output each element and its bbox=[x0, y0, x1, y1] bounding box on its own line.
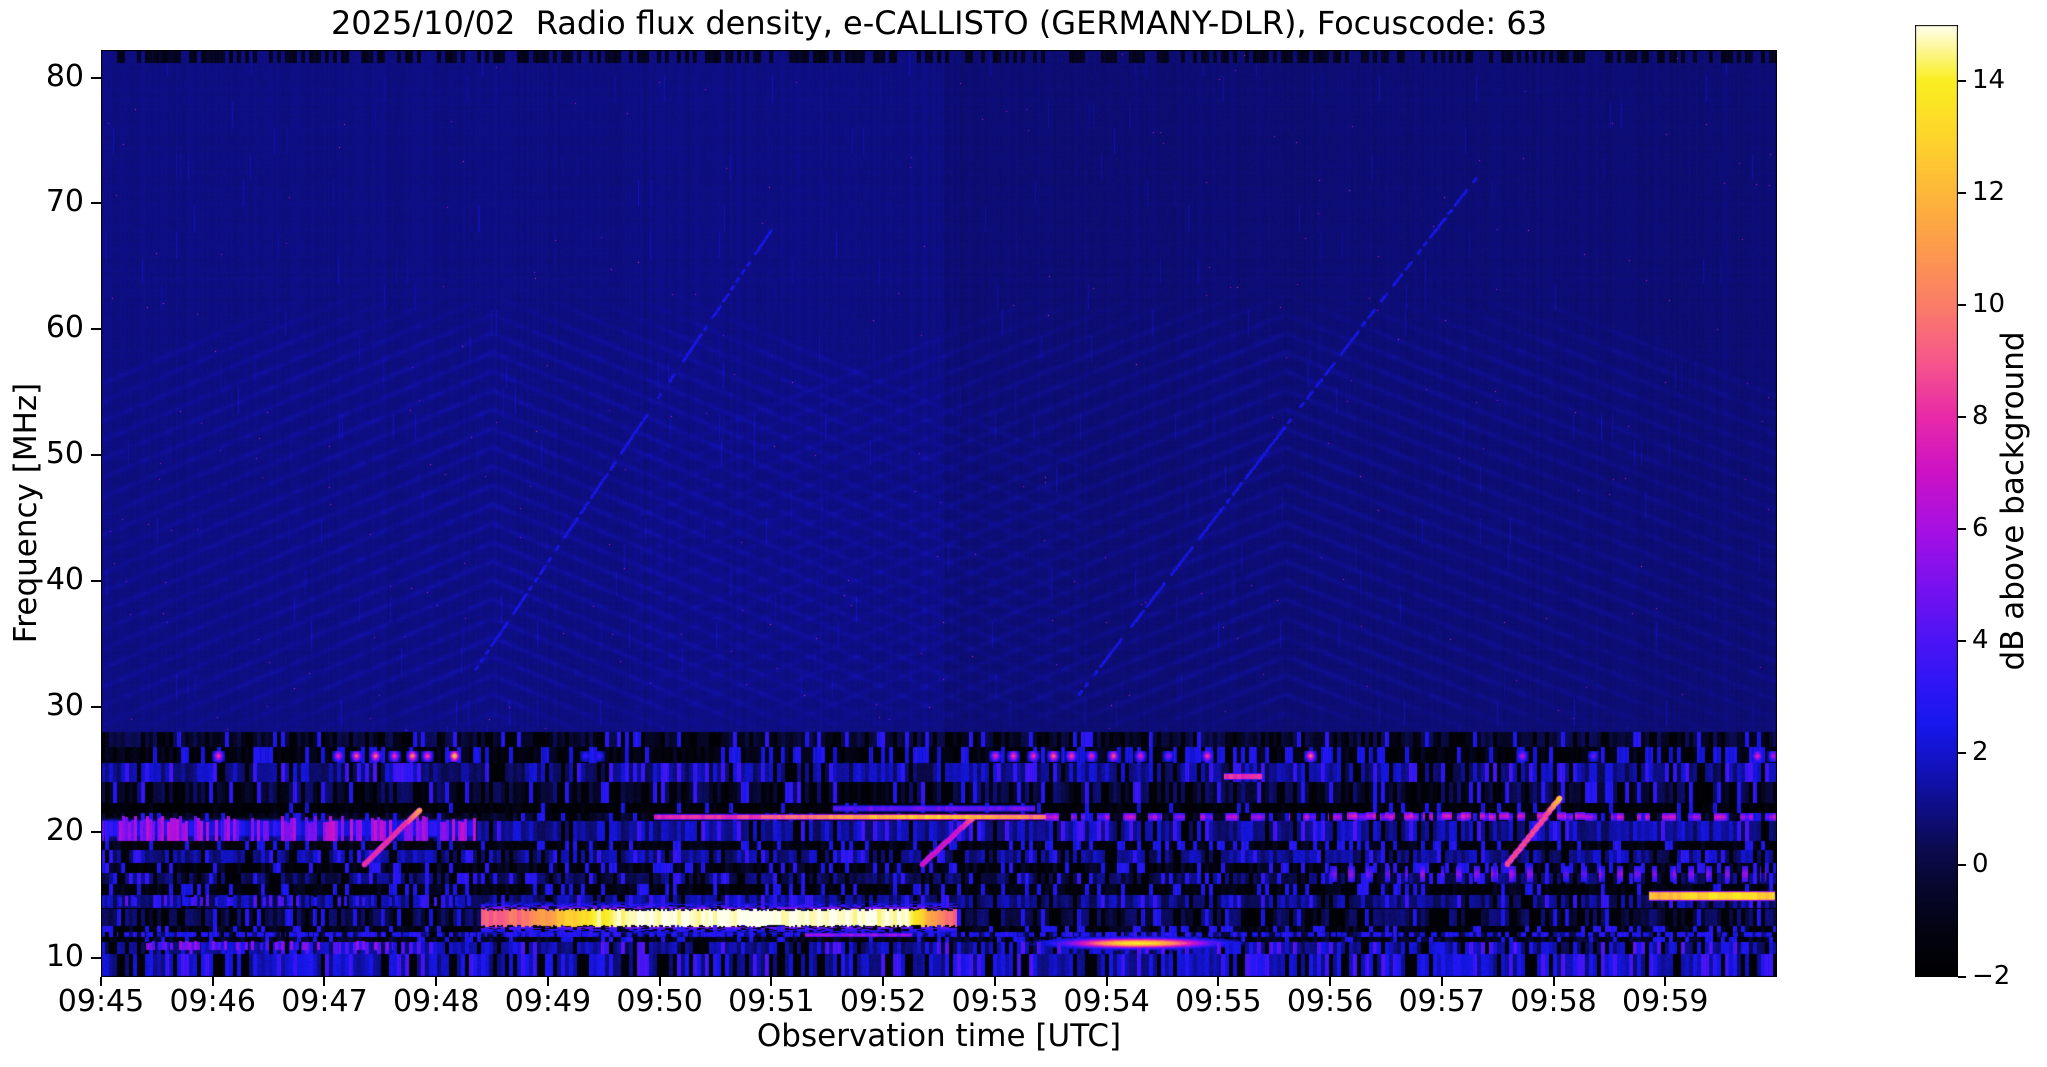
x-tick-label: 09:52 bbox=[839, 984, 927, 1019]
colorbar-tick-mark bbox=[1958, 80, 1966, 82]
colorbar-tick-label: 8 bbox=[1972, 401, 1989, 431]
spectrogram-plot bbox=[101, 50, 1777, 977]
y-tick-mark bbox=[91, 957, 101, 960]
colorbar-tick-label: 14 bbox=[1972, 65, 2006, 95]
y-tick-label: 10 bbox=[45, 939, 84, 975]
x-tick-label: 09:56 bbox=[1286, 984, 1374, 1019]
colorbar-tick-mark bbox=[1958, 528, 1966, 530]
colorbar-tick-label: 6 bbox=[1972, 513, 1989, 543]
colorbar-tick-mark bbox=[1958, 304, 1966, 306]
colorbar-canvas bbox=[1915, 25, 1958, 977]
x-tick-label: 09:57 bbox=[1398, 984, 1486, 1019]
x-tick-mark bbox=[658, 977, 661, 986]
y-tick-label: 50 bbox=[45, 436, 84, 471]
x-tick-label: 09:59 bbox=[1622, 984, 1709, 1019]
colorbar-tick-mark bbox=[1958, 192, 1966, 194]
colorbar-tick-mark bbox=[1958, 864, 1966, 866]
x-tick-mark bbox=[435, 977, 438, 986]
x-tick-label: 09:54 bbox=[1063, 984, 1150, 1019]
y-tick-mark bbox=[91, 202, 101, 205]
x-tick-label: 09:46 bbox=[169, 984, 256, 1019]
x-tick-label: 09:51 bbox=[728, 984, 815, 1019]
y-tick-label: 60 bbox=[45, 310, 84, 346]
x-tick-mark bbox=[546, 977, 549, 986]
spectrogram-canvas bbox=[101, 50, 1777, 977]
x-tick-mark bbox=[323, 977, 326, 986]
colorbar-tick-mark bbox=[1958, 976, 1966, 978]
x-tick-mark bbox=[1552, 977, 1555, 986]
x-tick-label: 09:55 bbox=[1175, 984, 1262, 1019]
x-tick-label: 09:58 bbox=[1510, 984, 1597, 1019]
y-tick-mark bbox=[91, 579, 101, 582]
x-tick-mark bbox=[1440, 977, 1443, 986]
y-tick-mark bbox=[91, 76, 101, 79]
colorbar-tick-label: 12 bbox=[1972, 177, 2006, 207]
y-tick-mark bbox=[91, 454, 101, 456]
x-tick-mark bbox=[1105, 977, 1108, 986]
x-tick-mark bbox=[993, 977, 996, 986]
x-tick-mark bbox=[1329, 977, 1332, 986]
x-tick-label: 09:47 bbox=[281, 984, 368, 1019]
colorbar-tick-label: 10 bbox=[1972, 289, 2006, 319]
x-tick-mark bbox=[882, 977, 885, 986]
x-tick-label: 09:48 bbox=[392, 984, 480, 1019]
x-tick-label: 09:50 bbox=[616, 984, 703, 1019]
colorbar-label: dB above background bbox=[1995, 331, 2031, 671]
x-tick-label: 09:45 bbox=[57, 984, 145, 1019]
chart-title: 2025/10/02 Radio flux density, e-CALLIST… bbox=[330, 4, 1548, 42]
y-tick-label: 40 bbox=[45, 561, 84, 597]
y-tick-mark bbox=[91, 705, 101, 708]
x-tick-mark bbox=[211, 977, 214, 986]
x-tick-mark bbox=[1217, 977, 1220, 986]
y-tick-label: 70 bbox=[45, 184, 84, 220]
x-tick-label: 09:53 bbox=[951, 984, 1039, 1019]
colorbar-tick-label: 2 bbox=[1972, 737, 1989, 767]
x-tick-mark bbox=[100, 977, 102, 986]
x-tick-mark bbox=[1664, 977, 1667, 986]
colorbar-tick-mark bbox=[1958, 752, 1966, 754]
x-axis-label: Observation time [UTC] bbox=[756, 1018, 1122, 1054]
y-tick-label: 80 bbox=[45, 58, 84, 94]
y-tick-label: 30 bbox=[45, 687, 84, 723]
colorbar bbox=[1915, 25, 1958, 977]
colorbar-tick-label: 0 bbox=[1972, 849, 1989, 879]
colorbar-tick-mark bbox=[1958, 640, 1966, 642]
y-tick-label: 20 bbox=[45, 813, 84, 849]
x-tick-label: 09:49 bbox=[504, 984, 592, 1019]
y-tick-mark bbox=[91, 328, 101, 331]
y-tick-mark bbox=[91, 831, 101, 834]
colorbar-tick-label: −2 bbox=[1972, 961, 2011, 991]
colorbar-tick-mark bbox=[1958, 416, 1966, 418]
colorbar-tick-label: 4 bbox=[1972, 625, 1989, 655]
x-tick-mark bbox=[770, 977, 773, 986]
y-axis-label: Frequency [MHz] bbox=[8, 382, 44, 644]
